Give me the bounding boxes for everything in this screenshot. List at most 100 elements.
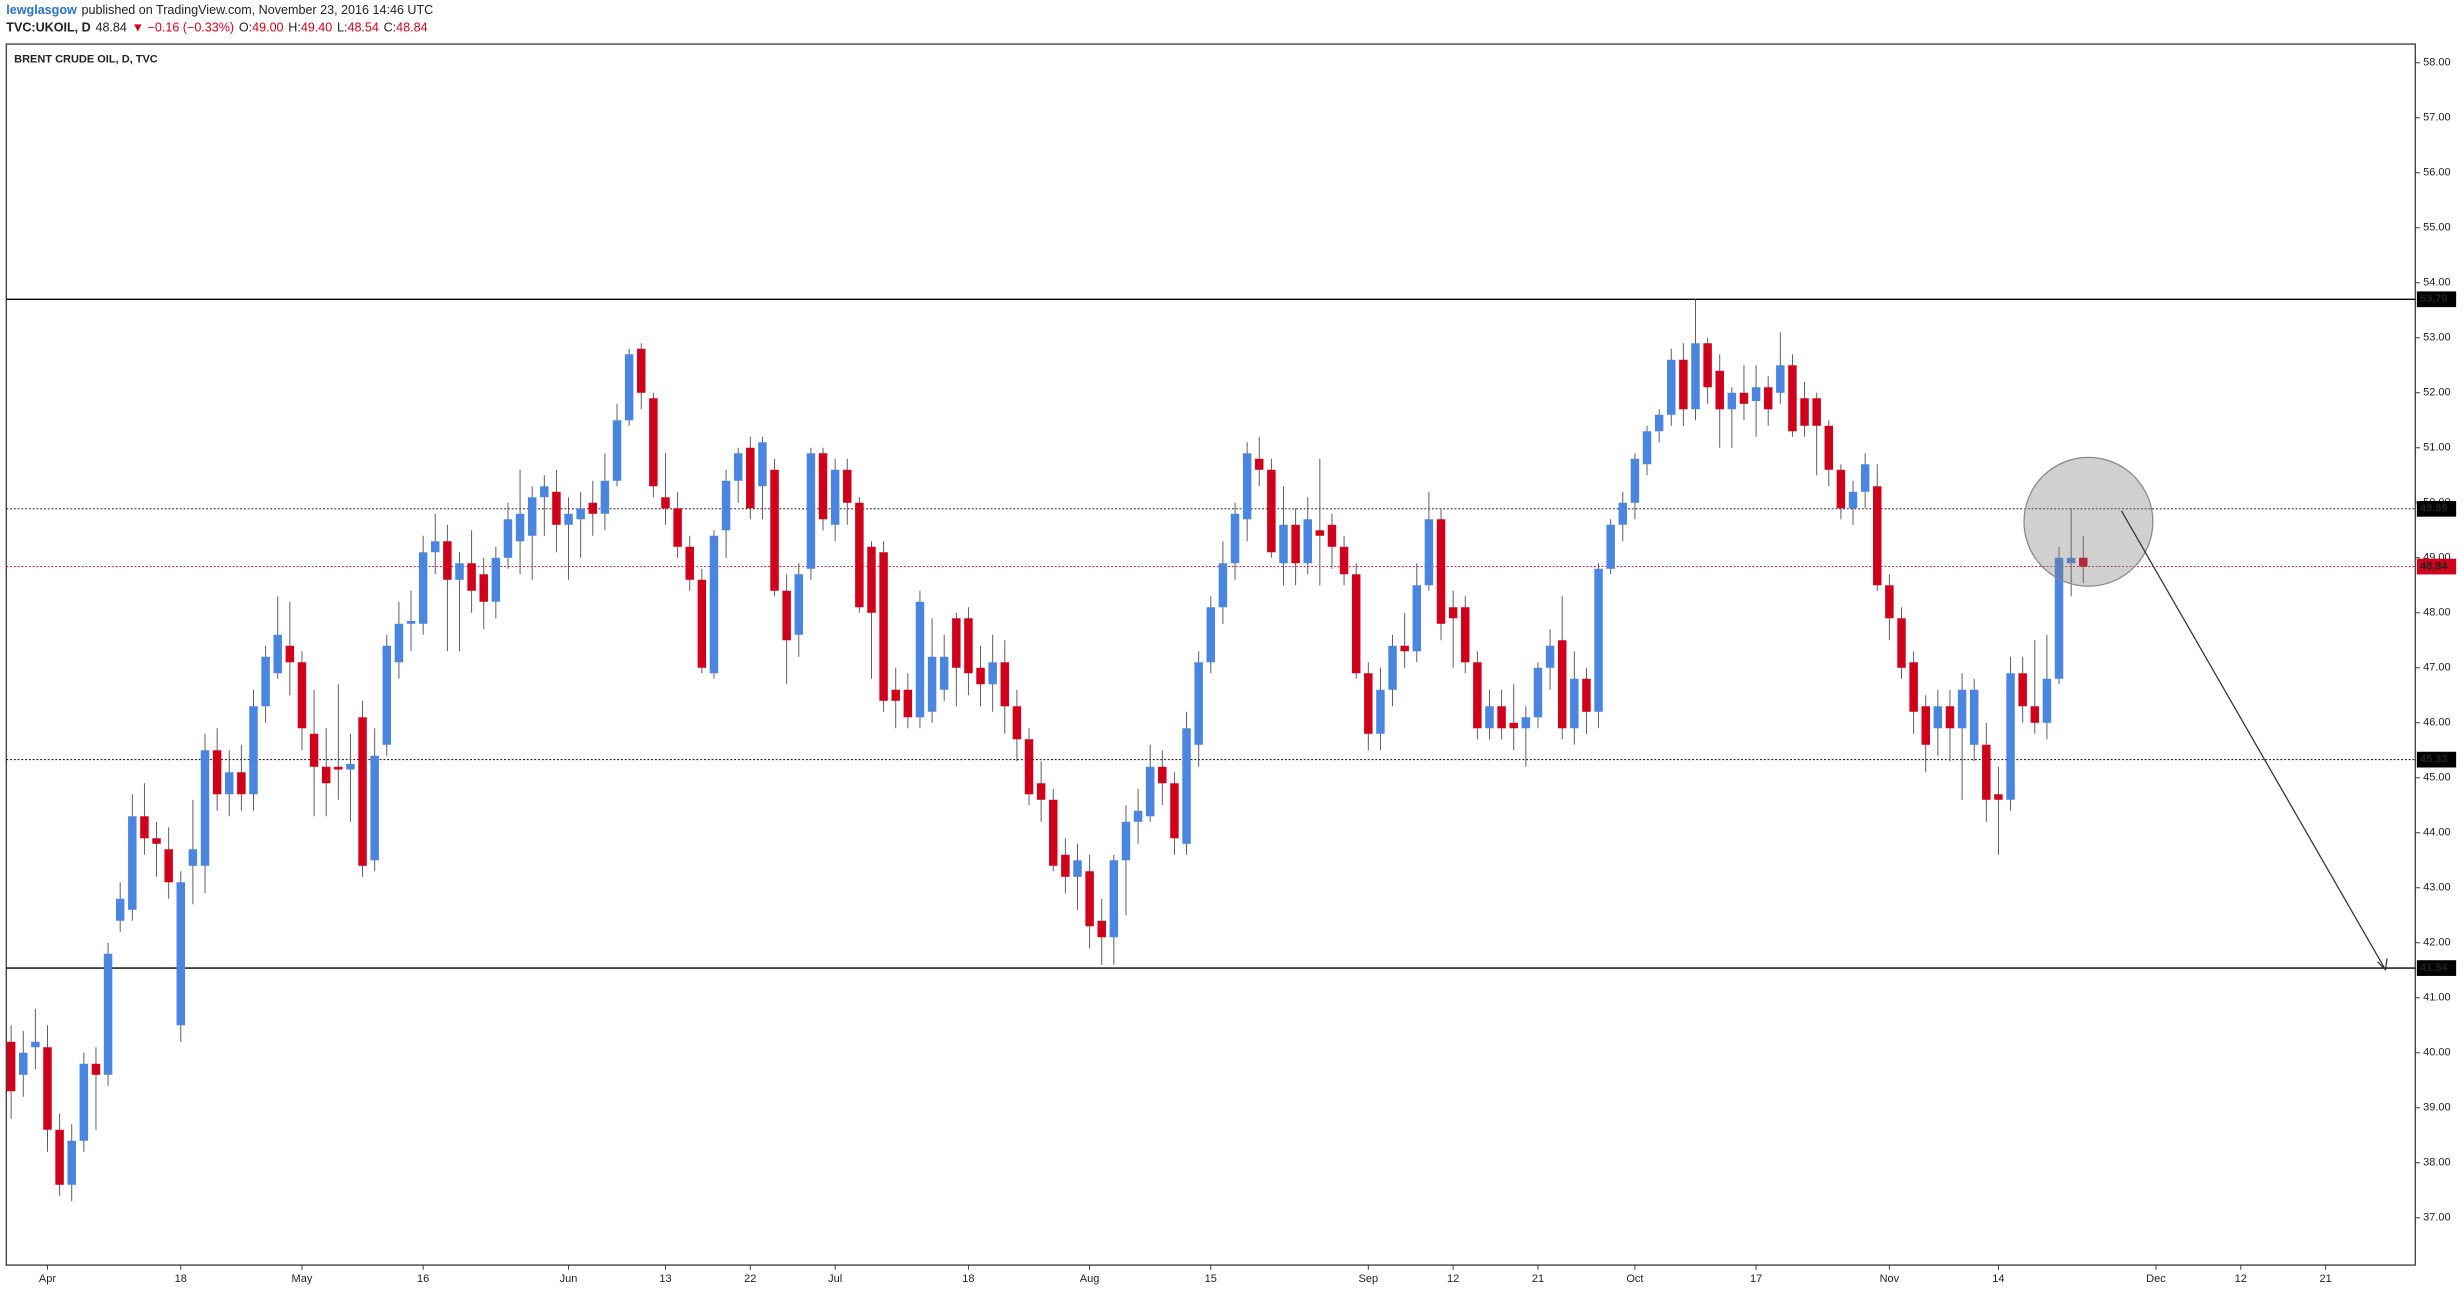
candle-body (103, 953, 113, 1075)
candle-body (1679, 359, 1688, 410)
candle-body (297, 662, 307, 729)
candle-body (455, 563, 464, 580)
candle-body (309, 733, 319, 767)
candle-body (794, 574, 804, 635)
y-tick-label: 46.00 (2423, 717, 2451, 729)
candle-body (552, 491, 561, 525)
y-tick-label: 41.00 (2423, 992, 2451, 1004)
x-tick-label: Jun (560, 1273, 578, 1285)
x-tick-label: 12 (1447, 1273, 1459, 1285)
candle-body (2079, 557, 2088, 567)
candle-body (1121, 821, 1131, 861)
y-tick-label: 51.00 (2423, 442, 2451, 454)
candle-body (1776, 365, 1785, 393)
candle-body (1133, 810, 1143, 822)
candle-body (431, 541, 440, 553)
x-tick-label: 18 (962, 1273, 974, 1285)
candle-body (382, 645, 392, 745)
candle-body (1388, 645, 1397, 690)
y-tick-label: 40.00 (2423, 1047, 2451, 1059)
candle-body (1024, 739, 1034, 795)
candle-body (225, 772, 234, 795)
candle-body (758, 442, 767, 487)
candle-body (1788, 365, 1797, 432)
x-tick-label: 15 (1205, 1273, 1217, 1285)
candle-body (1206, 607, 1216, 663)
x-tick-label: Apr (39, 1273, 56, 1285)
candle-body (624, 354, 634, 421)
candle-body (915, 601, 925, 718)
candle-body (1945, 706, 1955, 729)
candle-body (867, 546, 876, 613)
candle-body (1061, 854, 1070, 877)
candle-body (903, 689, 913, 718)
x-tick-label: 16 (417, 1273, 429, 1285)
candle-body (879, 552, 888, 701)
candle-body (1097, 920, 1106, 938)
x-tick-label: Sep (1359, 1273, 1379, 1285)
last-price: 48.84 (95, 21, 126, 35)
y-tick-label: 37.00 (2423, 1212, 2451, 1224)
candle-body (67, 1140, 76, 1185)
y-tick-label: 48.00 (2423, 607, 2451, 619)
y-tick-label: 53.00 (2423, 332, 2451, 344)
candle-body (1739, 392, 1749, 404)
candle-body (1000, 662, 1010, 707)
candle-body (152, 838, 161, 844)
candle-body (1824, 425, 1834, 470)
level-badge (2416, 291, 2457, 308)
candle-body (1800, 398, 1809, 426)
candle-body (1109, 860, 1119, 938)
candle-body (1606, 524, 1615, 569)
candle-body (1376, 689, 1385, 734)
level-badge (2416, 558, 2457, 575)
candle-body (2054, 557, 2064, 679)
candle-body (1242, 453, 1252, 520)
candle-body (394, 623, 404, 663)
ohlc-value: 48.84 (396, 21, 427, 35)
level-badge (2416, 960, 2457, 976)
candle-body (1509, 722, 1518, 729)
candle-body (515, 513, 525, 542)
candle-body (818, 453, 828, 520)
change: ▼ −0.16 (−0.33%) (132, 21, 235, 35)
candle-body (1255, 458, 1264, 470)
candle-body (1158, 766, 1167, 784)
candle-body (661, 497, 670, 509)
candle-body (1909, 662, 1918, 712)
published: published on TradingView.com, November 2… (82, 3, 434, 17)
annotation-arrow (2120, 510, 2386, 970)
candle-body (673, 508, 682, 547)
symbol: TVC:UKOIL, D (6, 21, 90, 35)
candle-body (1545, 645, 1555, 668)
candle-body (637, 348, 646, 393)
candle-body (1957, 689, 1967, 729)
candle-body (1230, 513, 1240, 564)
candle-body (2066, 557, 2076, 564)
candle-body (285, 645, 295, 663)
candle-body (855, 502, 864, 608)
ohlc-key: O: (239, 21, 252, 35)
candle-body (1473, 662, 1482, 729)
candle-body (1400, 645, 1409, 652)
candle-body (43, 1047, 52, 1130)
ohlc-key: C: (384, 21, 397, 35)
candle-body (1424, 519, 1434, 586)
y-tick-label: 45.00 (2423, 772, 2451, 784)
candle-body (697, 579, 707, 668)
candle-body (79, 1063, 89, 1141)
level-label: 41.54 (2420, 962, 2448, 974)
header-line: lewglasgow published on TradingView.com, … (6, 3, 433, 17)
candle-body (1594, 568, 1603, 712)
candle-body (334, 766, 343, 770)
author[interactable]: lewglasgow (6, 3, 77, 17)
y-tick-label: 42.00 (2423, 937, 2451, 949)
x-tick-label: 18 (175, 1273, 187, 1285)
candle-body (952, 618, 961, 668)
candle-body (746, 447, 755, 509)
candle-body (31, 1041, 40, 1048)
y-tick-label: 54.00 (2423, 277, 2451, 289)
x-tick-label: Nov (1880, 1273, 1900, 1285)
candle-body (1521, 717, 1531, 729)
